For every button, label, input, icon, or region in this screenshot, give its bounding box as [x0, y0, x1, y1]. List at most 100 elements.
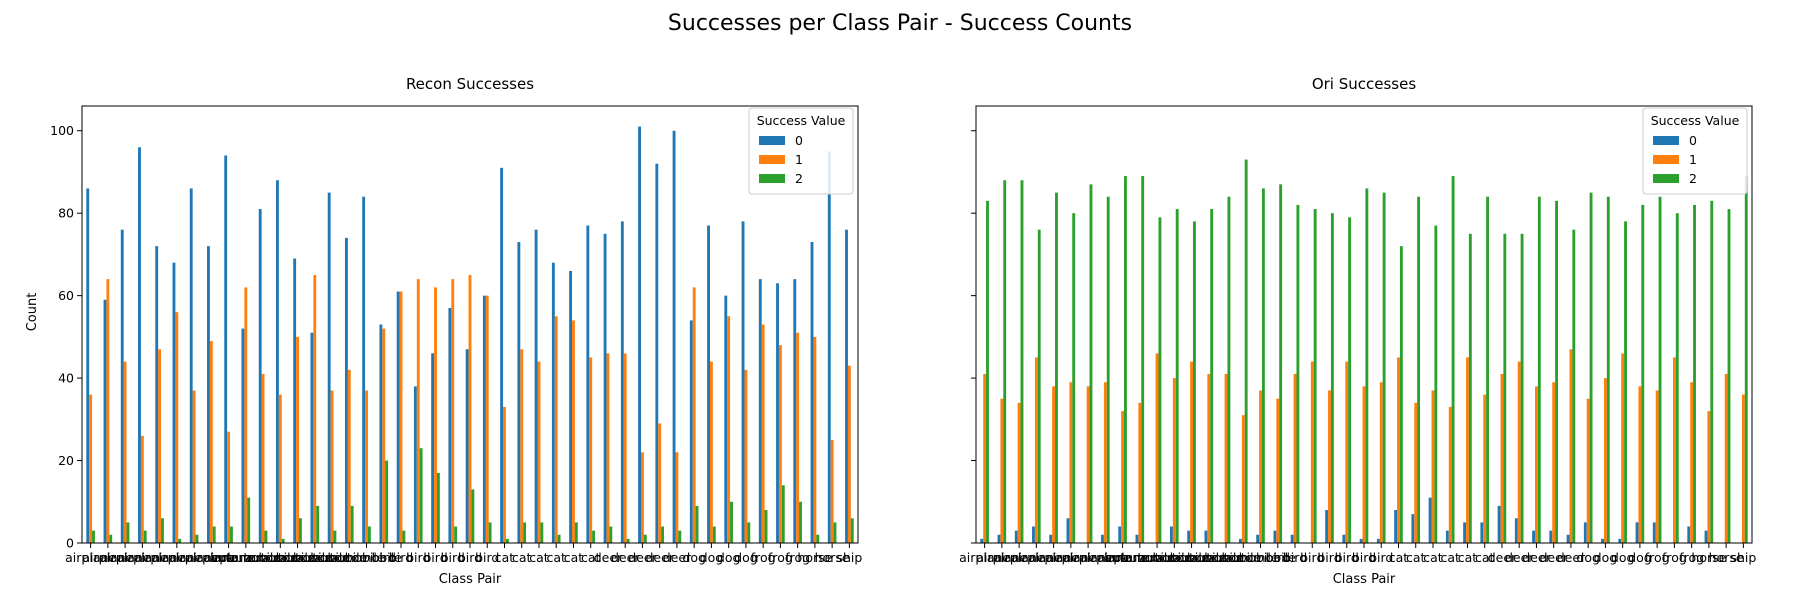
recon-xtick-label: cat	[564, 550, 584, 565]
ori-bar-s2-40	[1675, 213, 1679, 543]
recon-bar-s2-5	[178, 538, 182, 543]
ori-xtick-label: dog	[1628, 550, 1652, 565]
ori-xtick-label: bird	[1369, 550, 1393, 565]
ori-bar-s2-27	[1451, 176, 1455, 543]
ori-xtick-label: airplane	[1063, 550, 1114, 565]
ori-xtick-label: airplane	[959, 550, 1010, 565]
recon-bar-s1-10	[261, 373, 265, 543]
recon-bar-s0-34	[672, 130, 676, 544]
ori-bar-s2-42	[1710, 200, 1714, 543]
figure-title: Successes per Class Pair - Success Count…	[668, 11, 1132, 36]
ori-xtick-label: automobile	[1191, 550, 1262, 565]
recon-bar-s0-1	[103, 299, 107, 543]
ori-xtick-label: cat	[1389, 550, 1409, 565]
ori-bar-s0-25	[1411, 514, 1415, 543]
recon-legend-label-1: 1	[795, 152, 803, 167]
ori-bar-s1-0	[983, 373, 987, 543]
ori-bar-s2-18	[1296, 204, 1300, 543]
ori-xtick-label: airplane	[1028, 550, 1079, 565]
recon-bar-s2-24	[505, 538, 509, 543]
recon-bar-s0-36	[707, 225, 710, 543]
recon-xtick-label: deer	[594, 550, 623, 565]
recon-bar-s2-14	[333, 530, 337, 543]
recon-xtick-label: airplane	[82, 550, 133, 565]
recon-xtick-label: frog	[768, 550, 793, 565]
ori-chart-title: Ori Successes	[1312, 75, 1417, 93]
ori-bar-s1-21	[1345, 361, 1349, 543]
recon-ytick-label: 60	[58, 288, 74, 303]
ori-bar-s2-24	[1399, 246, 1403, 544]
ori-bar-s1-7	[1103, 382, 1107, 543]
ori-bar-s0-35	[1583, 522, 1587, 543]
ori-bar-s2-11	[1175, 209, 1179, 543]
recon-bar-s2-6	[195, 534, 199, 543]
ori-bar-s2-6	[1089, 184, 1093, 543]
recon-xtick-label: deer	[611, 550, 640, 565]
recon-bar-s2-27	[557, 534, 561, 543]
recon-bar-s2-0	[92, 530, 95, 543]
recon-bar-s0-42	[810, 242, 814, 544]
recon-bar-s1-32	[641, 452, 644, 543]
ori-bar-s2-30	[1503, 233, 1507, 544]
recon-bar-s0-18	[396, 291, 400, 543]
recon-bar-s2-34	[678, 530, 682, 543]
ori-bar-s1-9	[1138, 402, 1142, 543]
recon-legend-swatch-1	[759, 155, 785, 164]
recon-bar-s1-5	[175, 312, 179, 543]
recon-xtick-label: frog	[785, 550, 810, 565]
recon-bar-s0-12	[293, 258, 297, 543]
recon-bar-s0-14	[327, 192, 331, 543]
ori-bar-s1-37	[1621, 353, 1625, 543]
ori-bar-s1-24	[1397, 357, 1400, 543]
ori-bar-s2-43	[1727, 209, 1731, 543]
ori-bar-s2-21	[1348, 217, 1352, 543]
recon-bar-s0-4	[155, 246, 159, 544]
ori-xtick-label: automobile	[1105, 550, 1176, 565]
recon-bar-s0-41	[793, 279, 797, 543]
recon-bar-s0-3	[138, 147, 141, 544]
recon-bar-s2-29	[592, 530, 596, 543]
ori-bar-s1-23	[1379, 382, 1383, 543]
ori-bar-s1-28	[1466, 357, 1469, 543]
ori-bar-s1-19	[1310, 361, 1314, 543]
recon-bar-s0-38	[741, 221, 745, 543]
recon-bar-s1-4	[158, 349, 162, 543]
recon-legend: Success Value 0 1 2	[748, 107, 854, 195]
recon-bar-s1-27	[554, 316, 558, 543]
ori-legend-swatch-2	[1653, 174, 1679, 183]
recon-xtick-label: airplane	[117, 550, 168, 565]
recon-bar-s0-32	[638, 126, 641, 544]
recon-xtick-label: cat	[547, 550, 567, 565]
recon-bar-s2-19	[419, 448, 423, 543]
ori-bar-s0-3	[1032, 526, 1035, 543]
ori-bar-s2-13	[1210, 209, 1214, 543]
ori-bar-s0-26	[1428, 497, 1432, 543]
recon-bar-s0-43	[827, 151, 831, 543]
ori-bar-s1-12	[1190, 361, 1193, 543]
ori-bar-s2-31	[1520, 233, 1524, 544]
ori-xtick-label: horse	[1709, 550, 1744, 565]
recon-bar-s2-26	[540, 522, 544, 543]
recon-xtick-label: ship	[836, 550, 862, 565]
recon-bar-s2-41	[799, 501, 802, 543]
ori-bar-s0-22	[1359, 538, 1363, 543]
recon-ytick-label: 20	[58, 453, 74, 468]
recon-bar-s2-33	[661, 526, 664, 543]
ori-bar-s0-42	[1704, 530, 1708, 543]
ori-xtick-label: automobile	[1225, 550, 1296, 565]
recon-bar-s2-38	[747, 522, 751, 543]
recon-xtick-label: bird	[406, 550, 430, 565]
ori-bar-s2-19	[1313, 209, 1317, 543]
ori-xtick-label: deer	[1539, 550, 1568, 565]
ori-bar-s0-36	[1601, 538, 1604, 543]
ori-xtick-label: bird	[1266, 550, 1290, 565]
recon-bar-s1-8	[227, 431, 231, 543]
recon-bar-s2-28	[574, 522, 578, 543]
ori-bar-s2-8	[1124, 176, 1127, 543]
ori-bar-s1-43	[1724, 373, 1728, 543]
ori-legend: Success Value 0 1 2	[1642, 107, 1748, 195]
recon-bar-s0-27	[551, 262, 555, 543]
recon-legend-swatch-0	[759, 136, 785, 145]
recon-bar-s0-39	[758, 279, 762, 543]
